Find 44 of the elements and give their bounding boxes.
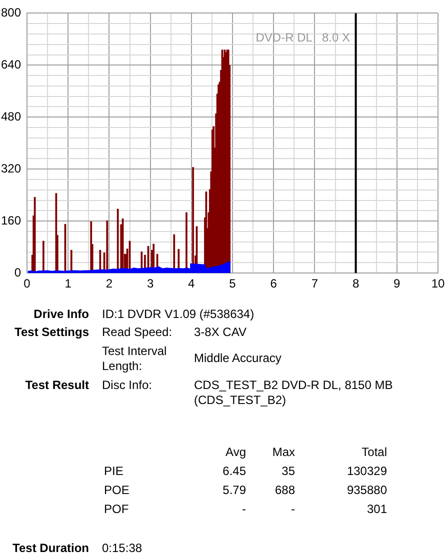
text: Total (362, 445, 387, 460)
text: Disc Info: (102, 378, 152, 393)
text: - (242, 502, 246, 517)
text: PIE (104, 464, 124, 479)
text: ID:1 DVDR V1.09 (#538634) (102, 307, 254, 322)
x-tick-label: 0 (24, 276, 31, 291)
text: Read Speed: (102, 325, 172, 340)
text: 5.79 (222, 483, 246, 498)
text: 0:15:38 (102, 541, 142, 556)
y-tick-label: 160 (0, 213, 22, 228)
text: - (291, 502, 295, 517)
text: Test Result (25, 378, 89, 393)
x-tick-label: 5 (229, 276, 236, 291)
text: 6.45 (222, 464, 246, 479)
text: Avg (226, 445, 246, 460)
x-tick-label: 6 (270, 276, 278, 291)
y-tick-label: 640 (0, 57, 22, 72)
x-tick-label: 3 (146, 276, 154, 291)
x-tick-label: 2 (106, 276, 113, 291)
x-tick-label: 7 (311, 276, 318, 291)
text: Middle Accuracy (194, 351, 282, 366)
y-tick-label: 800 (0, 6, 22, 20)
text: 301 (366, 502, 387, 517)
text: Test Interval Length: (102, 344, 168, 374)
x-tick-label: 1 (64, 276, 72, 291)
text: POE (104, 483, 130, 498)
y-tick-label: 320 (0, 161, 22, 176)
text: 35 (282, 464, 295, 479)
y-tick-label: 0 (14, 265, 22, 280)
text: CDS_TEST_B2 DVD-R DL, 8150 MB (CDS_TEST_B2) (194, 378, 394, 408)
text: Max (272, 445, 295, 460)
text: 3-8X CAV (194, 325, 246, 340)
x-tick-label: 4 (188, 276, 196, 291)
x-tick-label: 10 (431, 276, 445, 291)
x-tick-label: 9 (394, 276, 401, 291)
text: Test Duration (12, 541, 89, 556)
text: 935880 (346, 483, 387, 498)
text: POF (104, 502, 129, 517)
x-tick-label: 8 (352, 276, 360, 291)
text: 130329 (346, 464, 387, 479)
text: Test Settings (14, 325, 89, 340)
text: Drive Info (34, 307, 89, 322)
y-tick-label: 480 (0, 109, 22, 124)
text: 688 (274, 483, 295, 498)
